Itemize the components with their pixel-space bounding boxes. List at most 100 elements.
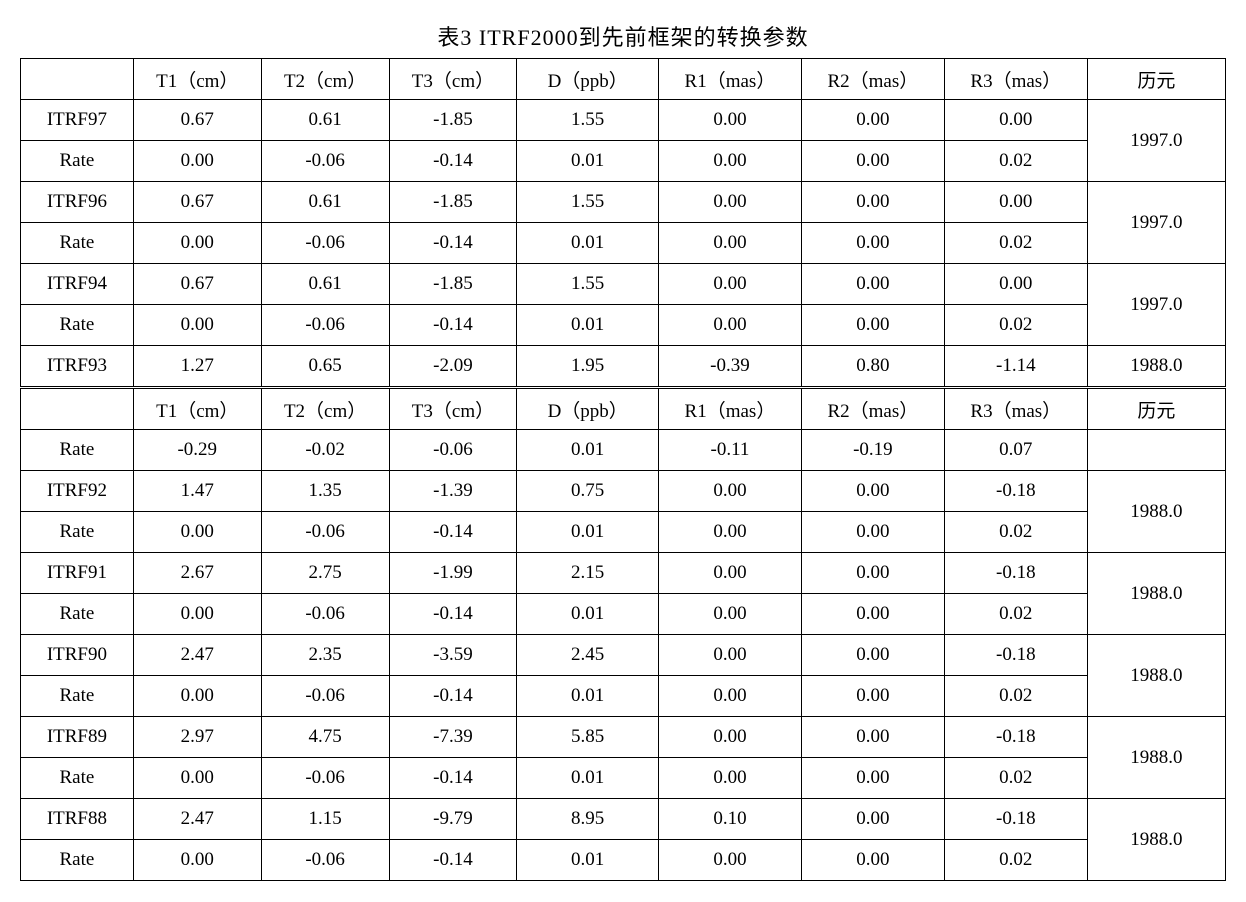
cell-r1: 0.00 — [658, 264, 801, 305]
row-label: Rate — [21, 430, 134, 471]
cell-r2: 0.00 — [801, 471, 944, 512]
cell-d: 0.01 — [517, 141, 659, 182]
cell-r1: 0.00 — [658, 100, 801, 141]
table-row: Rate 0.00 -0.06 -0.14 0.01 0.00 0.00 0.0… — [21, 223, 1226, 264]
cell-t1: 0.00 — [133, 141, 261, 182]
row-label: ITRF96 — [21, 182, 134, 223]
cell-d: 0.01 — [517, 430, 659, 471]
header-t1: T1（cm） — [133, 388, 261, 430]
cell-t3: -0.14 — [389, 840, 517, 881]
cell-t3: -1.85 — [389, 264, 517, 305]
cell-d: 2.45 — [517, 635, 659, 676]
cell-d: 0.01 — [517, 676, 659, 717]
cell-r2: 0.80 — [801, 346, 944, 388]
cell-t1: 2.67 — [133, 553, 261, 594]
table-row: Rate 0.00 -0.06 -0.14 0.01 0.00 0.00 0.0… — [21, 840, 1226, 881]
cell-r3: 0.02 — [944, 676, 1087, 717]
cell-r2: 0.00 — [801, 758, 944, 799]
cell-epoch: 1997.0 — [1087, 100, 1225, 182]
table-caption: 表3 ITRF2000到先前框架的转换参数 — [20, 20, 1226, 52]
cell-t1: 0.67 — [133, 182, 261, 223]
cell-r2: 0.00 — [801, 799, 944, 840]
cell-t1: 1.27 — [133, 346, 261, 388]
cell-t2: -0.06 — [261, 223, 389, 264]
cell-r2: -0.19 — [801, 430, 944, 471]
cell-r3: 0.02 — [944, 512, 1087, 553]
cell-r3: 0.00 — [944, 182, 1087, 223]
row-label: ITRF97 — [21, 100, 134, 141]
cell-epoch: 1988.0 — [1087, 799, 1225, 881]
cell-r1: 0.00 — [658, 717, 801, 758]
header-epoch: 历元 — [1087, 388, 1225, 430]
header-blank — [21, 59, 134, 100]
table-row: ITRF92 1.47 1.35 -1.39 0.75 0.00 0.00 -0… — [21, 471, 1226, 512]
cell-r1: -0.11 — [658, 430, 801, 471]
row-label: Rate — [21, 305, 134, 346]
cell-r1: 0.10 — [658, 799, 801, 840]
cell-t3: -7.39 — [389, 717, 517, 758]
cell-r2: 0.00 — [801, 100, 944, 141]
row-label: ITRF89 — [21, 717, 134, 758]
cell-t2: 4.75 — [261, 717, 389, 758]
cell-t2: 1.35 — [261, 471, 389, 512]
cell-t2: -0.02 — [261, 430, 389, 471]
cell-t1: 0.00 — [133, 223, 261, 264]
cell-t3: -0.14 — [389, 223, 517, 264]
cell-t3: -3.59 — [389, 635, 517, 676]
table-row: Rate -0.29 -0.02 -0.06 0.01 -0.11 -0.19 … — [21, 430, 1226, 471]
cell-epoch: 1988.0 — [1087, 346, 1225, 388]
cell-d: 2.15 — [517, 553, 659, 594]
cell-r1: -0.39 — [658, 346, 801, 388]
cell-d: 8.95 — [517, 799, 659, 840]
row-label: ITRF88 — [21, 799, 134, 840]
cell-r1: 0.00 — [658, 512, 801, 553]
cell-epoch — [1087, 430, 1225, 471]
cell-r3: 0.00 — [944, 264, 1087, 305]
cell-r1: 0.00 — [658, 141, 801, 182]
cell-r2: 0.00 — [801, 141, 944, 182]
row-label: Rate — [21, 223, 134, 264]
cell-r1: 0.00 — [658, 182, 801, 223]
cell-t1: 2.47 — [133, 635, 261, 676]
cell-r3: 0.02 — [944, 840, 1087, 881]
row-label: ITRF90 — [21, 635, 134, 676]
cell-r2: 0.00 — [801, 223, 944, 264]
row-label: Rate — [21, 758, 134, 799]
cell-epoch: 1988.0 — [1087, 635, 1225, 717]
cell-t2: -0.06 — [261, 305, 389, 346]
cell-t1: 2.47 — [133, 799, 261, 840]
cell-r2: 0.00 — [801, 717, 944, 758]
cell-t2: 0.65 — [261, 346, 389, 388]
row-label: ITRF93 — [21, 346, 134, 388]
cell-r3: 0.02 — [944, 223, 1087, 264]
cell-d: 1.95 — [517, 346, 659, 388]
cell-t1: 0.00 — [133, 594, 261, 635]
table-row: Rate 0.00 -0.06 -0.14 0.01 0.00 0.00 0.0… — [21, 758, 1226, 799]
row-label: ITRF92 — [21, 471, 134, 512]
cell-r2: 0.00 — [801, 840, 944, 881]
cell-epoch: 1997.0 — [1087, 264, 1225, 346]
cell-r3: -0.18 — [944, 471, 1087, 512]
cell-r1: 0.00 — [658, 223, 801, 264]
cell-t2: 0.61 — [261, 100, 389, 141]
table-row: ITRF97 0.67 0.61 -1.85 1.55 0.00 0.00 0.… — [21, 100, 1226, 141]
table-row: Rate 0.00 -0.06 -0.14 0.01 0.00 0.00 0.0… — [21, 594, 1226, 635]
cell-t1: 0.67 — [133, 100, 261, 141]
cell-t2: -0.06 — [261, 594, 389, 635]
cell-r2: 0.00 — [801, 676, 944, 717]
cell-d: 5.85 — [517, 717, 659, 758]
cell-t3: -0.14 — [389, 758, 517, 799]
cell-t1: 0.00 — [133, 676, 261, 717]
cell-d: 1.55 — [517, 264, 659, 305]
cell-t1: -0.29 — [133, 430, 261, 471]
cell-d: 0.01 — [517, 594, 659, 635]
cell-d: 0.01 — [517, 223, 659, 264]
header-blank — [21, 388, 134, 430]
row-label: Rate — [21, 676, 134, 717]
cell-t2: -0.06 — [261, 676, 389, 717]
cell-r3: -1.14 — [944, 346, 1087, 388]
header-r2: R2（mas） — [801, 59, 944, 100]
row-label: ITRF94 — [21, 264, 134, 305]
table-row: ITRF89 2.97 4.75 -7.39 5.85 0.00 0.00 -0… — [21, 717, 1226, 758]
cell-r1: 0.00 — [658, 305, 801, 346]
